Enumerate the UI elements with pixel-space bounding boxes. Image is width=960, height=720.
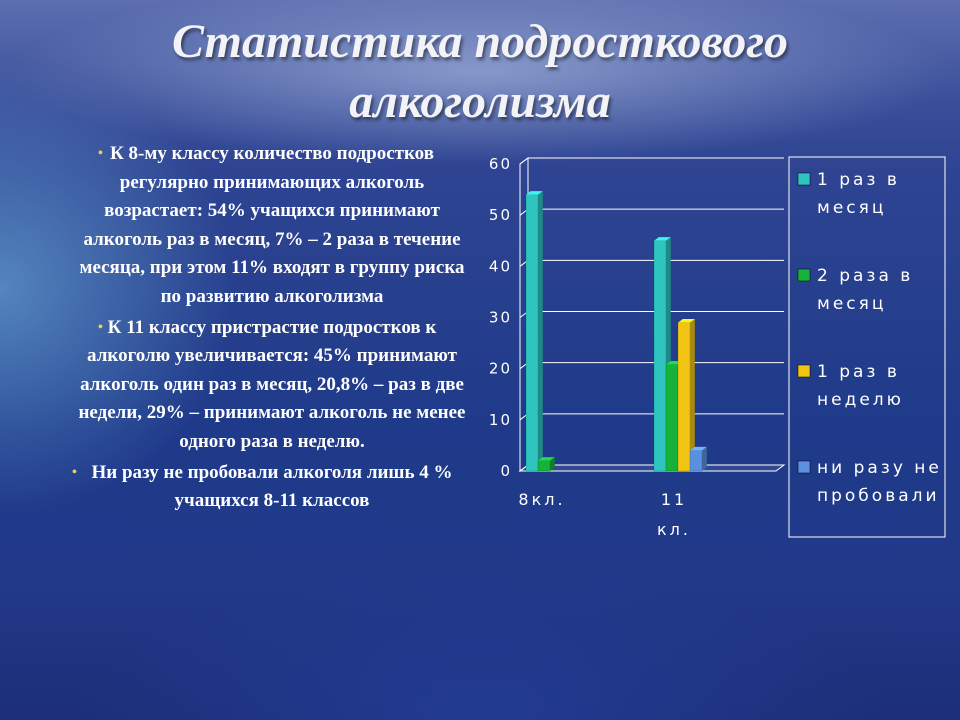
legend-label: 1 раз в <box>817 170 900 190</box>
slide-title-line-2: алкоголизма <box>349 75 611 128</box>
bullet-dot-icon: • <box>72 464 77 480</box>
bar-front <box>525 194 539 472</box>
slide-title-line-1: Статистика подросткового <box>171 15 789 68</box>
bullet-text: К 11 классу пристрастие подростков к алк… <box>78 316 466 452</box>
bullet-item: • К 11 классу пристрастие подростков к а… <box>72 314 472 457</box>
legend-swatch <box>797 268 811 282</box>
legend-label: неделю <box>817 390 904 410</box>
bar-front <box>653 240 667 472</box>
slide-title: Статистика подросткового алкоголизма <box>0 12 960 132</box>
legend-box <box>788 156 946 538</box>
y-tick-label: 40 <box>489 257 512 275</box>
bar-4-2 <box>689 446 707 472</box>
bar-front <box>689 450 703 472</box>
bar-front <box>677 322 691 472</box>
legend-label: 2 раза в <box>817 266 913 286</box>
bullet-item: • К 8-му классу количество подростков ре… <box>72 140 472 312</box>
chart-floor <box>518 464 786 472</box>
bar-top <box>654 237 671 241</box>
bullet-dot-icon: • <box>98 319 103 335</box>
bar-side <box>538 191 543 471</box>
bullet-dot-icon: • <box>98 146 103 161</box>
bar-side <box>550 457 555 471</box>
x-tick-label: кл. <box>657 520 691 539</box>
bar-top <box>690 446 707 451</box>
x-tick-label: 11 <box>661 490 687 509</box>
y-tick-label: 20 <box>489 360 512 378</box>
bullet-text: К 8-му классу количество подростков регу… <box>79 143 465 307</box>
bars <box>525 191 707 472</box>
y-tick-label: 10 <box>489 411 512 429</box>
y-tick-label: 30 <box>489 309 512 327</box>
bar-top <box>678 319 695 323</box>
bullet-item: • Ни разу не пробовали алкоголя лишь 4 %… <box>72 459 472 516</box>
x-tick-label: 8кл. <box>518 490 565 509</box>
legend-swatch <box>797 364 811 378</box>
legend-swatch <box>797 460 811 474</box>
legend-label: месяц <box>817 294 886 314</box>
bar-2-1 <box>537 457 555 472</box>
legend-label: месяц <box>817 198 886 218</box>
bar-top <box>538 457 555 461</box>
y-tick-label: 60 <box>489 155 512 173</box>
legend: 1 раз в месяц 2 раза в месяц 1 раз в неделю ни… <box>788 156 946 538</box>
bar-front <box>665 364 679 472</box>
bar-front <box>537 460 551 472</box>
legend-swatch <box>797 172 811 186</box>
legend-label: 1 раз в <box>817 362 900 382</box>
bar-side <box>702 446 707 471</box>
bar-1-1 <box>525 191 543 472</box>
legend-label: ни разу не <box>817 458 942 478</box>
plot-area: 0 10 20 30 40 50 60 8кл. 11 кл. <box>489 155 786 539</box>
bar-3-2 <box>677 319 695 472</box>
y-tick-label: 0 <box>500 462 512 480</box>
bar-side <box>690 319 695 471</box>
legend-label: пробовали <box>817 486 940 506</box>
y-tick-label: 50 <box>489 206 512 224</box>
bullet-text: Ни разу не пробовали алкоголя лишь 4 % у… <box>91 461 453 512</box>
bar-top <box>526 191 543 195</box>
gridline-depth <box>519 157 529 165</box>
bullet-list: • К 8-му классу количество подростков ре… <box>72 140 472 518</box>
